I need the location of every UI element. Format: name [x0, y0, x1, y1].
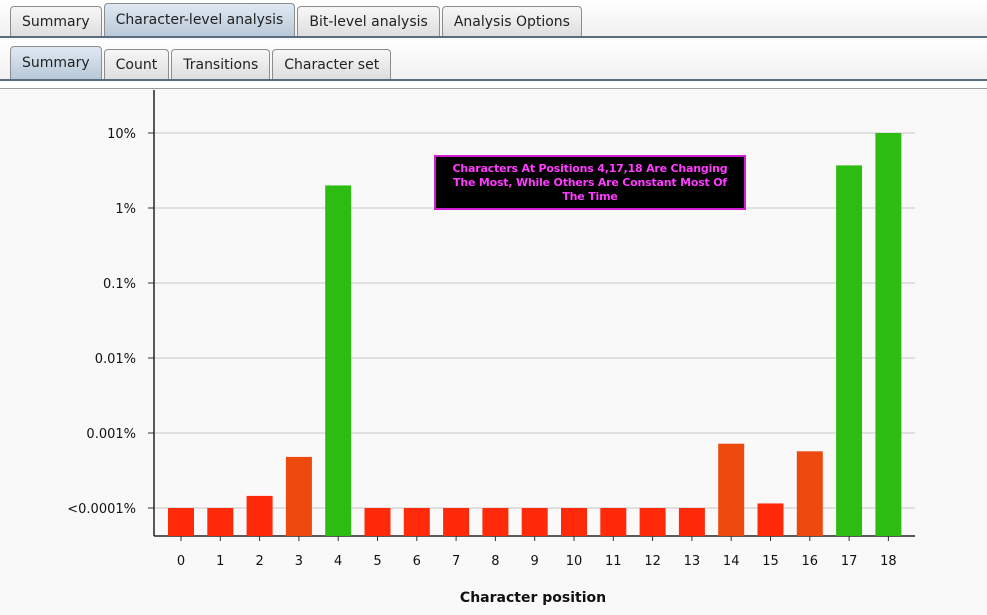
bar-position-9 — [521, 508, 548, 536]
tab-bit-level-analysis[interactable]: Bit-level analysis — [297, 6, 440, 36]
bar-position-8 — [482, 508, 509, 536]
bar-position-18 — [875, 133, 902, 536]
x-tick-label: 7 — [452, 554, 460, 569]
bar-position-2 — [246, 495, 273, 536]
x-tick-label: 5 — [373, 554, 381, 569]
bar-position-7 — [443, 508, 470, 536]
y-tick-label: <0.0001% — [67, 502, 136, 517]
bar-position-0 — [168, 508, 194, 536]
bar-position-6 — [403, 508, 430, 536]
bar-position-16 — [796, 451, 823, 536]
x-tick-label: 9 — [531, 554, 539, 569]
x-tick-label: 18 — [880, 554, 897, 569]
x-tick-label: 14 — [723, 554, 740, 569]
y-tick-label: 0.1% — [103, 277, 136, 292]
x-tick-label: 3 — [295, 554, 303, 569]
x-tick-label: 0 — [177, 554, 185, 569]
main-tabbar: Summary Character-level analysis Bit-lev… — [0, 0, 987, 38]
x-tick-label: 1 — [216, 554, 224, 569]
annotation-callout: Characters At Positions 4,17,18 Are Chan… — [434, 155, 746, 210]
bar-position-1 — [207, 508, 234, 536]
bar-position-11 — [600, 508, 627, 536]
bar-position-13 — [678, 508, 705, 536]
bar-position-3 — [285, 456, 312, 536]
x-tick-label: 17 — [841, 554, 858, 569]
bar-position-15 — [757, 503, 784, 536]
subtab-character-set[interactable]: Character set — [272, 49, 392, 79]
subtab-summary[interactable]: Summary — [10, 46, 102, 79]
x-axis-label: Character position — [460, 590, 606, 606]
x-tick-label: 6 — [413, 554, 421, 569]
y-tick-label: 1% — [115, 202, 136, 217]
x-tick-label: 4 — [334, 554, 342, 569]
subtab-transitions[interactable]: Transitions — [171, 49, 271, 79]
x-tick-label: 11 — [605, 554, 622, 569]
sub-tabbar: Summary Count Transitions Character set — [0, 40, 987, 81]
x-tick-label: 12 — [644, 554, 661, 569]
bar-position-10 — [561, 508, 587, 536]
tab-character-level-analysis[interactable]: Character-level analysis — [103, 3, 296, 36]
bar-position-14 — [718, 443, 745, 536]
y-tick-label: 0.001% — [86, 427, 136, 442]
x-tick-label: 10 — [566, 554, 583, 569]
tab-analysis-options[interactable]: Analysis Options — [441, 6, 582, 36]
tab-summary[interactable]: Summary — [10, 6, 102, 36]
y-tick-label: 0.01% — [95, 352, 136, 367]
x-tick-label: 15 — [762, 554, 779, 569]
y-tick-label: 10% — [107, 127, 136, 142]
x-tick-label: 13 — [684, 554, 701, 569]
subtab-count[interactable]: Count — [103, 49, 170, 79]
panel-top-edge — [0, 83, 987, 89]
bar-position-4 — [325, 185, 352, 537]
x-tick-label: 16 — [802, 554, 819, 569]
x-tick-label: 2 — [255, 554, 263, 569]
bar-position-17 — [836, 165, 863, 536]
bar-position-5 — [364, 508, 391, 536]
bar-position-12 — [639, 508, 666, 536]
x-tick-label: 8 — [491, 554, 499, 569]
